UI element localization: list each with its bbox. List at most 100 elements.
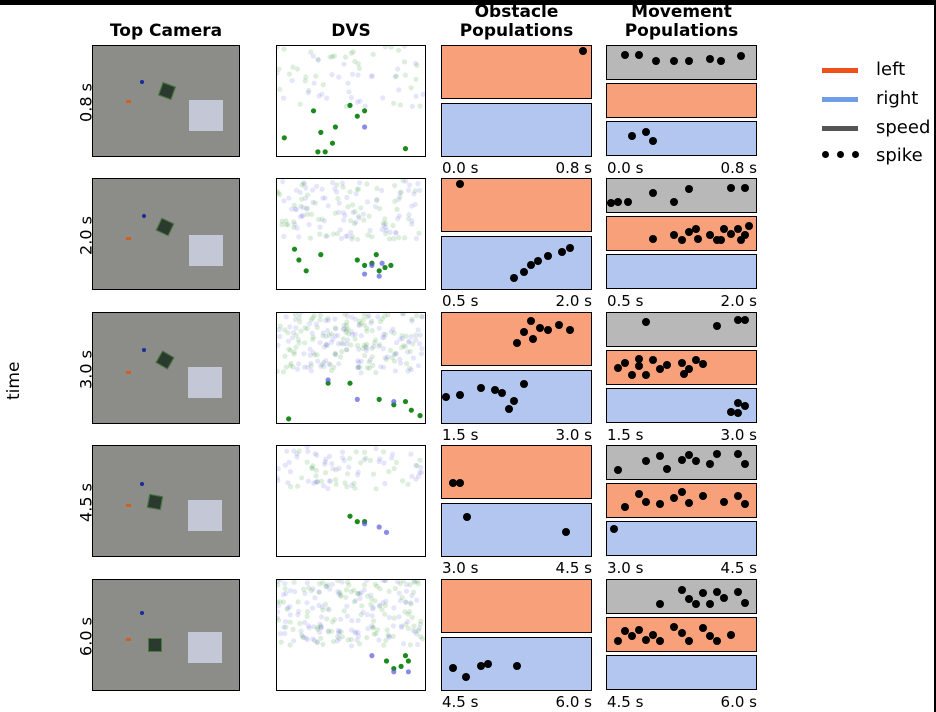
spike-dot xyxy=(727,631,735,639)
dvs-event-faint xyxy=(392,198,398,204)
spike-dot xyxy=(734,409,742,417)
dvs-event-faint xyxy=(416,341,423,347)
dvs-event-faint xyxy=(386,634,393,640)
dvs-event-faint xyxy=(360,211,366,217)
dvs-event-faint xyxy=(344,319,350,325)
dvs-event-faint xyxy=(300,213,306,219)
dvs-event-faint xyxy=(324,341,330,347)
dvs-event-faint xyxy=(277,466,281,472)
spike-dot xyxy=(462,673,470,681)
dvs-event-faint xyxy=(382,611,388,617)
orange-marker xyxy=(125,371,131,375)
dvs-event-faint xyxy=(346,582,352,588)
dvs-event-blue xyxy=(383,529,390,535)
dvs-event-faint xyxy=(292,316,298,323)
dvs-event-faint xyxy=(287,588,293,594)
dvs-event-faint xyxy=(363,455,369,461)
dvs-event-faint xyxy=(369,318,375,324)
spike-dot xyxy=(649,137,657,145)
dvs-event-faint xyxy=(406,212,412,218)
camera-frame xyxy=(92,579,240,691)
dvs-event-faint xyxy=(371,343,377,350)
spike-dot xyxy=(621,51,629,59)
dvs-event-faint xyxy=(401,313,407,317)
dvs-event-faint xyxy=(407,582,413,588)
dvs-event-faint xyxy=(282,630,288,637)
dvs-event-faint xyxy=(332,350,338,356)
dvs-event-faint xyxy=(277,617,282,623)
dvs-event-faint xyxy=(310,636,316,642)
dvs-event-faint xyxy=(337,227,343,233)
dvs-event-faint xyxy=(373,631,379,637)
dvs-event-faint xyxy=(285,222,291,228)
dvs-event-faint xyxy=(349,643,355,649)
dvs-event-faint xyxy=(413,236,419,242)
dvs-event-faint xyxy=(372,340,378,346)
dvs-event-faint xyxy=(418,351,424,357)
dvs-event-faint xyxy=(360,609,366,615)
dvs-event-faint xyxy=(315,57,321,63)
dvs-event-faint xyxy=(383,227,389,233)
dvs-event-faint xyxy=(321,483,327,489)
dvs-event-faint xyxy=(379,316,385,322)
dvs-event-faint xyxy=(277,327,282,333)
dvs-event-faint xyxy=(391,465,397,472)
dvs-event-faint xyxy=(277,188,280,195)
dvs-event-faint xyxy=(368,601,374,608)
spike-dot xyxy=(642,457,650,465)
dvs-event-faint xyxy=(327,362,333,368)
spike-dot xyxy=(692,356,700,364)
dvs-event-faint xyxy=(391,358,398,364)
dvs-event-faint xyxy=(415,181,421,187)
dvs-event-green xyxy=(376,268,382,274)
dvs-event-faint xyxy=(386,588,392,594)
dvs-event-faint xyxy=(383,356,390,362)
spike-dot xyxy=(635,626,643,634)
marker-board xyxy=(187,499,222,532)
dvs-event-faint xyxy=(291,349,297,355)
spike-dot xyxy=(713,322,721,330)
movement-right-strip xyxy=(606,388,757,423)
legend-spike-dot xyxy=(822,151,829,158)
dvs-event-faint xyxy=(355,213,361,219)
dvs-event-faint xyxy=(285,480,291,486)
spike-dot xyxy=(628,371,636,379)
spike-dot xyxy=(741,402,749,410)
movement-speed-strip xyxy=(606,445,757,480)
dvs-event-faint xyxy=(318,623,324,629)
dvs-event-faint xyxy=(301,180,307,186)
dvs-event-faint xyxy=(382,331,389,337)
dvs-event-faint xyxy=(411,580,417,585)
dvs-event-faint xyxy=(336,200,342,206)
dvs-event-faint xyxy=(308,317,314,323)
dvs-event-faint xyxy=(325,485,331,492)
obstacle-left-strip xyxy=(441,45,592,99)
dvs-event-faint xyxy=(345,471,351,477)
dvs-event-faint xyxy=(305,609,311,615)
dvs-event-faint xyxy=(332,210,338,216)
dvs-event-green xyxy=(383,658,390,664)
spike-dot xyxy=(727,184,735,192)
dvs-event-faint xyxy=(301,181,307,187)
dvs-event-faint xyxy=(345,337,351,343)
dvs-event-faint xyxy=(302,195,308,201)
spike-dot xyxy=(670,231,678,239)
dvs-event-faint xyxy=(343,347,350,353)
dvs-event-faint xyxy=(333,467,339,473)
dvs-event-faint xyxy=(309,465,315,471)
spike-dot xyxy=(527,317,535,325)
obstacle-tick-end: 3.0 s xyxy=(555,426,592,444)
dvs-event-faint xyxy=(280,599,286,605)
dvs-event-faint xyxy=(344,194,350,201)
spike-dot xyxy=(741,184,749,192)
dvs-event-faint xyxy=(294,366,301,372)
dvs-event-faint xyxy=(368,596,375,602)
dvs-event-faint xyxy=(324,95,330,101)
movement-right-strip xyxy=(606,254,757,289)
spike-dot xyxy=(670,57,678,65)
dvs-frame xyxy=(276,579,426,691)
dvs-event-faint xyxy=(360,345,366,351)
spike-dot xyxy=(621,503,629,511)
spike-dot xyxy=(544,326,552,334)
dvs-event-faint xyxy=(313,467,319,473)
